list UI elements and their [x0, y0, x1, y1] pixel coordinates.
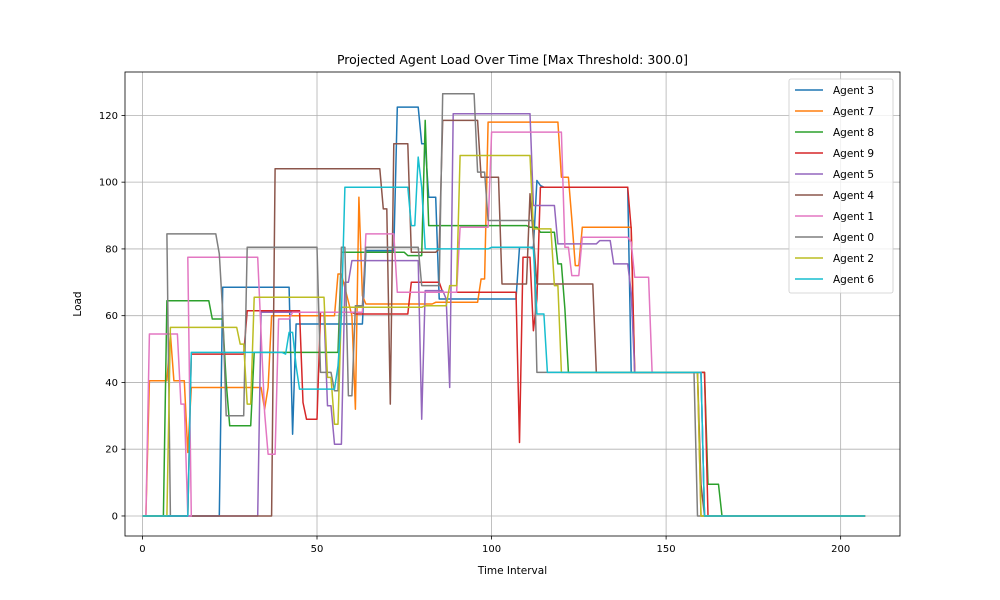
y-tick-label: 40 — [105, 378, 118, 389]
x-tick-label: 50 — [311, 544, 324, 555]
y-tick-label: 80 — [105, 244, 118, 255]
x-tick-label: 0 — [139, 544, 145, 555]
series-line-2 — [142, 121, 866, 517]
legend-label: Agent 4 — [833, 190, 874, 202]
series-lines — [142, 92, 866, 517]
legend-label: Agent 1 — [833, 211, 874, 223]
legend-label: Agent 2 — [833, 253, 874, 265]
legend-label: Agent 5 — [833, 169, 874, 181]
x-tick-label: 150 — [657, 544, 676, 555]
chart-title: Projected Agent Load Over Time [Max Thre… — [337, 52, 688, 67]
legend-label: Agent 3 — [833, 85, 874, 97]
y-axis-label: Load — [72, 291, 84, 316]
y-tick-label: 60 — [105, 311, 118, 322]
series-line-4 — [142, 186, 866, 517]
series-line-7 — [142, 131, 866, 517]
legend-label: Agent 9 — [833, 148, 874, 160]
series-line-10 — [142, 156, 866, 517]
x-tick-label: 200 — [831, 544, 850, 555]
legend-label: Agent 7 — [833, 106, 874, 118]
series-line-9 — [142, 154, 866, 517]
legend-label: Agent 6 — [833, 274, 874, 286]
y-tick-label: 120 — [99, 111, 118, 122]
x-axis-label: Time Interval — [477, 565, 547, 577]
plot-frame — [124, 71, 901, 537]
x-tick-label: 100 — [482, 544, 501, 555]
axis-ticks: 0 50 100 150 200 0 20 40 60 80 100 120 — [99, 111, 850, 555]
y-tick-label: 100 — [99, 178, 118, 189]
legend: Agent 3 Agent 7 Agent 8 Agent 9 Agent 5 Agent… — [788, 78, 894, 294]
series-line-5 — [142, 112, 866, 517]
y-tick-label: 0 — [112, 511, 118, 522]
series-line-8 — [142, 92, 866, 517]
y-tick-label: 20 — [105, 445, 118, 456]
plot-area — [125, 72, 900, 536]
legend-label: Agent 8 — [833, 127, 874, 139]
legend-label: Agent 0 — [833, 232, 874, 244]
